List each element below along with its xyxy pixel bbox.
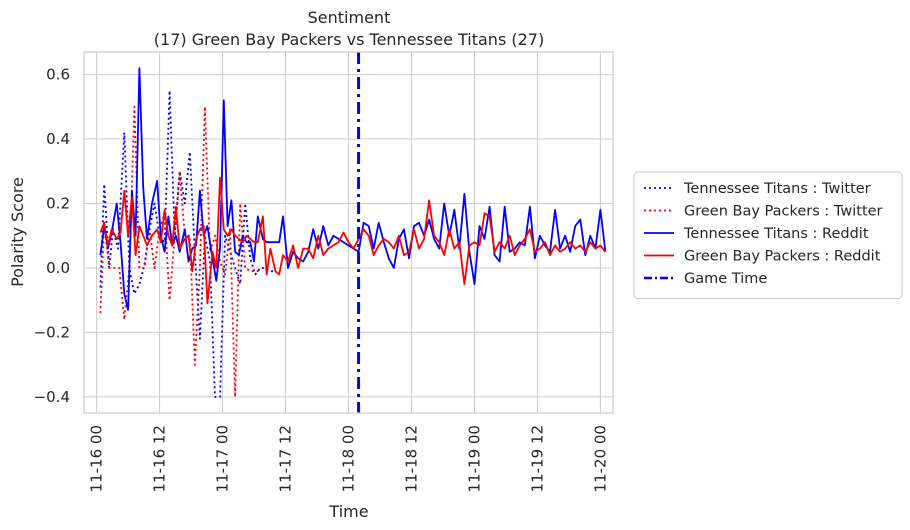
- legend-label: Green Bay Packers : Reddit: [684, 249, 881, 265]
- plot-series: [99, 52, 607, 413]
- y-tick-label: −0.4: [34, 388, 70, 406]
- y-tick-labels: −0.4 −0.2 0.0 0.2 0.4 0.6: [34, 66, 70, 406]
- y-tick-label: 0.6: [46, 66, 70, 84]
- x-tick-label: 11-19 00: [465, 425, 483, 492]
- x-tick-label: 11-16 00: [88, 425, 106, 492]
- x-tick-label: 11-17 12: [277, 425, 295, 492]
- chart-title: Sentiment: [308, 8, 391, 27]
- plot-frame: [83, 51, 614, 414]
- series-line-tennessee-titans-twitter: [99, 89, 276, 398]
- x-tick-label: 11-16 12: [151, 425, 169, 492]
- y-tick-label: −0.2: [34, 323, 70, 341]
- legend-label: Tennessee Titans : Reddit: [683, 226, 869, 242]
- series-group: [99, 67, 607, 398]
- x-tick-label: 11-18 12: [402, 425, 420, 492]
- y-tick-label: 0.2: [46, 194, 70, 212]
- legend-label: Green Bay Packers : Twitter: [684, 204, 883, 220]
- series-line-green-bay-packers-reddit: [99, 176, 607, 305]
- x-tick-label: 11-17 00: [214, 425, 232, 492]
- legend-label: Game Time: [684, 271, 767, 287]
- chart-subtitle: (17) Green Bay Packers vs Tennessee Tita…: [154, 30, 544, 49]
- legend-box: [633, 171, 903, 299]
- x-tick-label: 11-18 00: [340, 425, 358, 492]
- x-tick-label: 11-19 12: [528, 425, 546, 492]
- x-tick-labels: 11-16 00 11-16 12 11-17 00 11-17 12 11-18 00…: [88, 425, 610, 492]
- x-tick-label: 11-20 00: [591, 425, 609, 492]
- legend-label: Tennessee Titans : Twitter: [683, 181, 871, 197]
- grid-lines: [84, 52, 613, 413]
- y-tick-label: 0.4: [46, 130, 70, 148]
- x-axis-label: Time: [328, 502, 368, 521]
- y-tick-label: 0.0: [46, 259, 70, 277]
- legend: Tennessee Titans : Twitter Green Bay Pack…: [633, 171, 903, 299]
- y-axis-label: Polarity Score: [8, 177, 27, 287]
